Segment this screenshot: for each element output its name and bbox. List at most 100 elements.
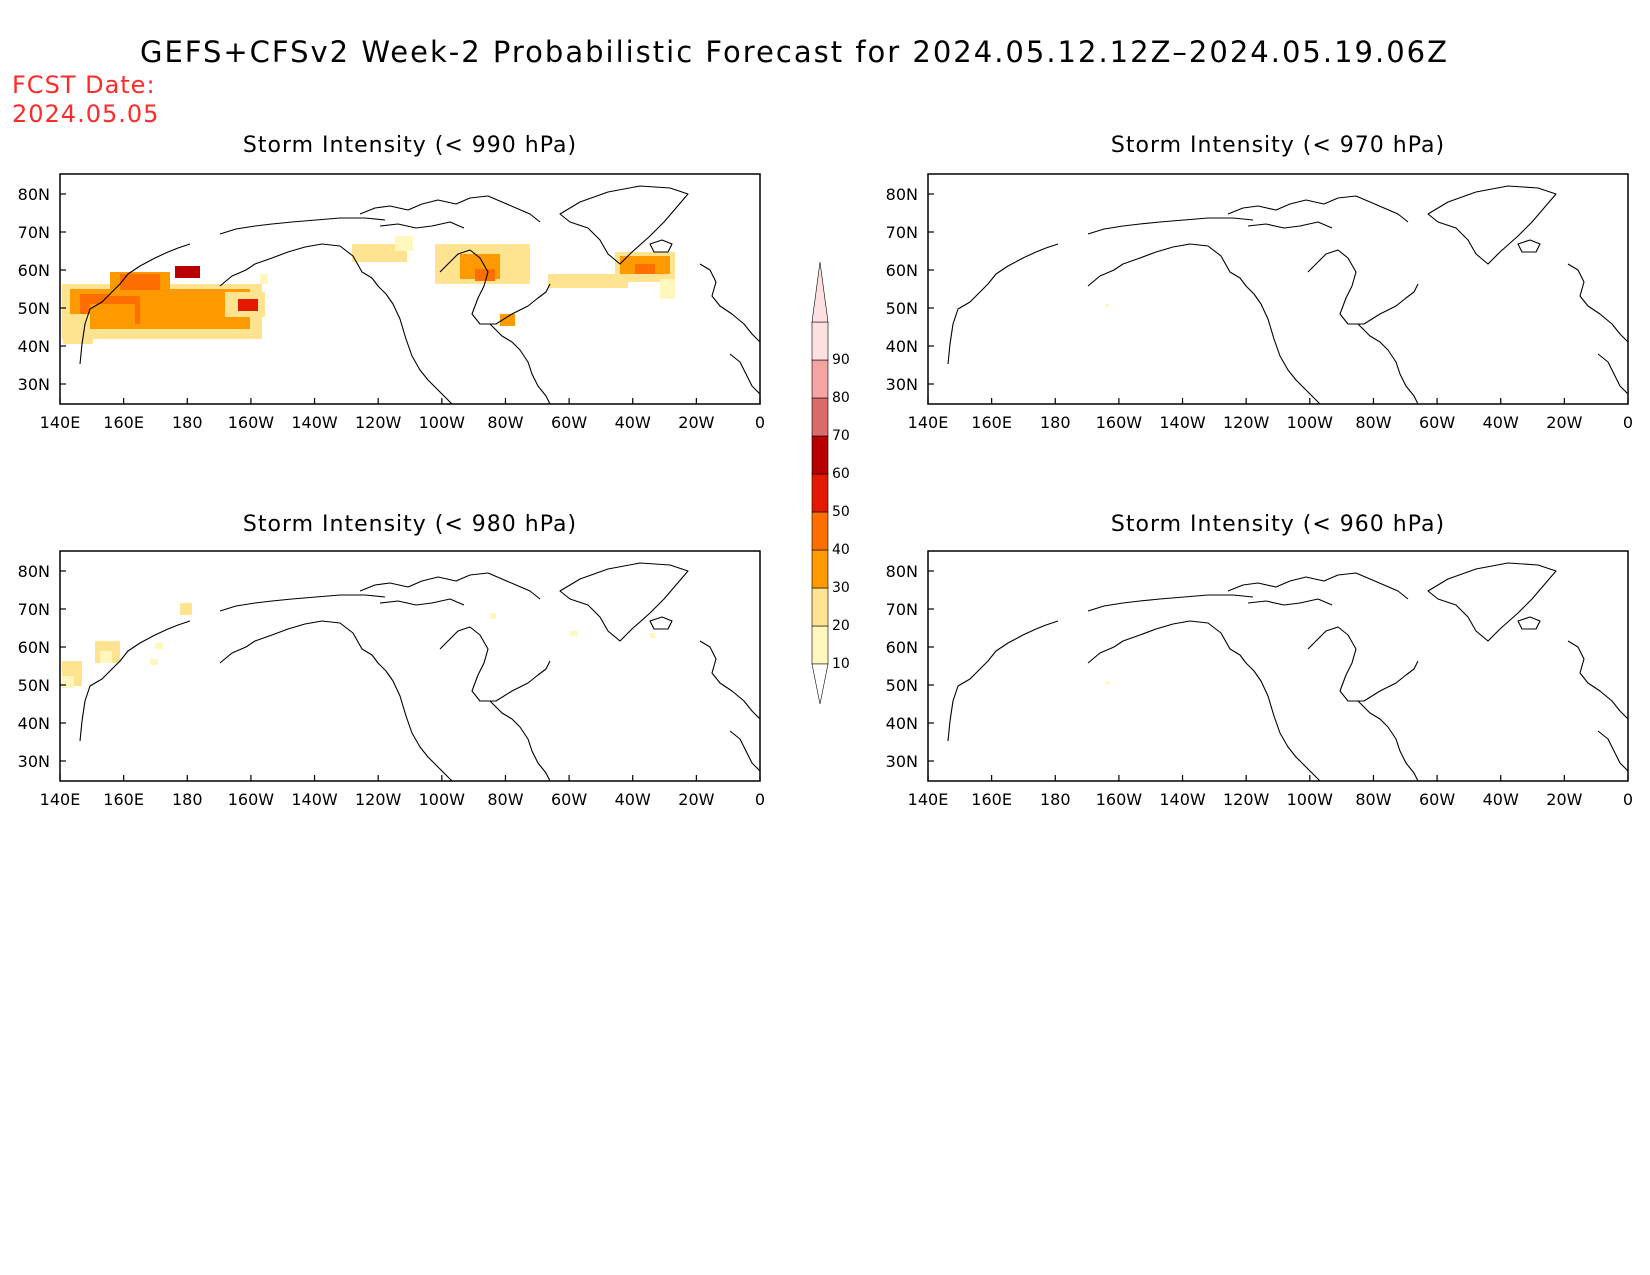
lon-tick-label: 180	[172, 413, 203, 432]
lat-tick-label: 70N	[18, 223, 50, 242]
probability-shading-970	[1106, 304, 1109, 307]
map-panel-990: Storm Intensity (< 990 hPa) 80N 70N 60N 50N…	[18, 133, 765, 432]
lon-tick-label: 80W	[1355, 413, 1391, 432]
lon-axis-990: 140E 160E 180 160W 140W 120W 100W 80W 60W 40W 20W 0	[40, 398, 765, 432]
lat-axis-980: 80N 70N 60N 50N 40N 30N	[18, 562, 66, 771]
coastline-segment	[1087, 217, 1254, 235]
colorbar-segment	[811, 359, 829, 399]
colorbar-label: 90	[832, 352, 850, 368]
lon-tick-label: 60W	[551, 790, 587, 809]
probability-cell	[570, 631, 578, 636]
lon-tick-label: 160W	[228, 790, 275, 809]
coastline-970	[947, 185, 1629, 405]
lon-tick-label: 20W	[1546, 413, 1582, 432]
panel-title-960: Storm Intensity (< 960 hPa)	[1111, 512, 1445, 537]
colorbar: 10 20 30 40 50 60 70 80 90	[811, 261, 850, 705]
coastline-segment	[1427, 562, 1557, 642]
lat-tick-label: 40N	[18, 714, 50, 733]
colorbar-label: 40	[832, 542, 850, 558]
lat-axis-960: 80N 70N 60N 50N 40N 30N	[886, 562, 934, 771]
lat-tick-label: 60N	[886, 638, 918, 657]
coastline-segment	[379, 221, 465, 229]
colorbar-segment	[811, 473, 829, 513]
lon-tick-label: 60W	[551, 413, 587, 432]
coastline-segment	[729, 730, 761, 772]
map-panel-970: Storm Intensity (< 970 hPa) 80N 70N 60N 50N…	[886, 133, 1633, 432]
map-frame-980	[59, 550, 761, 782]
lat-tick-label: 30N	[886, 752, 918, 771]
lon-tick-label: 100W	[419, 790, 466, 809]
colorbar-segment	[811, 511, 829, 551]
colorbar-label: 50	[832, 504, 850, 520]
colorbar-label: 80	[832, 390, 850, 406]
coastline-segment	[1517, 239, 1541, 253]
colorbar-segment	[811, 321, 829, 361]
lon-tick-label: 160W	[1096, 790, 1143, 809]
probability-cell	[155, 643, 163, 649]
panel-title-980: Storm Intensity (< 980 hPa)	[243, 512, 577, 537]
colorbar-label: 30	[832, 580, 850, 596]
lon-tick-label: 100W	[1287, 413, 1334, 432]
lon-tick-label: 140E	[40, 790, 81, 809]
lon-tick-label: 140W	[291, 413, 338, 432]
colorbar-segment	[811, 549, 829, 589]
colorbar-label: 10	[832, 656, 850, 672]
coastline-segment	[1567, 640, 1629, 720]
lon-tick-label: 20W	[1546, 790, 1582, 809]
lon-axis-970: 140E 160E 180 160W 140W 120W 100W 80W 60W 40W 20W 0	[908, 398, 1633, 432]
lon-tick-label: 120W	[1223, 790, 1270, 809]
probability-cell	[260, 274, 268, 284]
probability-cell	[475, 269, 495, 281]
lat-tick-label: 50N	[18, 676, 50, 695]
probability-cell	[175, 266, 200, 278]
lon-tick-label: 140E	[40, 413, 81, 432]
coastline-segment	[649, 616, 673, 630]
lon-tick-label: 80W	[487, 413, 523, 432]
fcst-date-value: 2024.05.05	[12, 100, 159, 128]
probability-cell	[238, 299, 258, 311]
lon-tick-label: 180	[172, 790, 203, 809]
lon-tick-label: 0	[755, 790, 765, 809]
probability-cell	[352, 244, 407, 262]
coastline-segment	[1427, 185, 1557, 265]
coastline-segment	[559, 562, 689, 642]
probability-cell	[1106, 681, 1109, 684]
colorbar-segment	[811, 435, 829, 475]
lon-tick-label: 0	[1623, 413, 1633, 432]
probability-cell	[120, 274, 160, 290]
coastline-segment	[219, 594, 386, 612]
probability-cell	[100, 651, 112, 663]
lon-tick-label: 40W	[1483, 413, 1519, 432]
lon-tick-label: 140W	[1159, 413, 1206, 432]
coastline-segment	[729, 353, 761, 395]
panel-title-990: Storm Intensity (< 990 hPa)	[243, 133, 577, 158]
lat-tick-label: 60N	[18, 638, 50, 657]
lon-tick-label: 160W	[1096, 413, 1143, 432]
lat-axis-990: 80N 70N 60N 50N 40N 30N	[18, 185, 66, 394]
lat-tick-label: 50N	[886, 299, 918, 318]
lat-tick-label: 40N	[886, 714, 918, 733]
probability-cell	[650, 633, 655, 638]
probability-cell	[548, 274, 628, 288]
lat-tick-label: 80N	[886, 562, 918, 581]
lon-tick-label: 140W	[1159, 790, 1206, 809]
probability-cell	[635, 264, 655, 274]
coastline-segment	[439, 626, 551, 702]
lon-tick-label: 160E	[103, 413, 144, 432]
lon-tick-label: 160E	[971, 413, 1012, 432]
coastline-segment	[79, 620, 191, 742]
lat-tick-label: 80N	[886, 185, 918, 204]
coastline-segment	[489, 323, 551, 405]
lat-tick-label: 60N	[18, 261, 50, 280]
colorbar-segment	[811, 397, 829, 437]
lat-axis-970: 80N 70N 60N 50N 40N 30N	[886, 185, 934, 394]
coastline-segment	[1227, 195, 1409, 223]
coastline-segment	[79, 243, 191, 365]
lon-tick-label: 180	[1040, 413, 1071, 432]
probability-cell	[180, 603, 192, 615]
lon-tick-label: 60W	[1419, 413, 1455, 432]
lat-tick-label: 70N	[886, 600, 918, 619]
coastline-segment	[559, 185, 689, 265]
fcst-date-label: FCST Date:	[12, 71, 156, 99]
